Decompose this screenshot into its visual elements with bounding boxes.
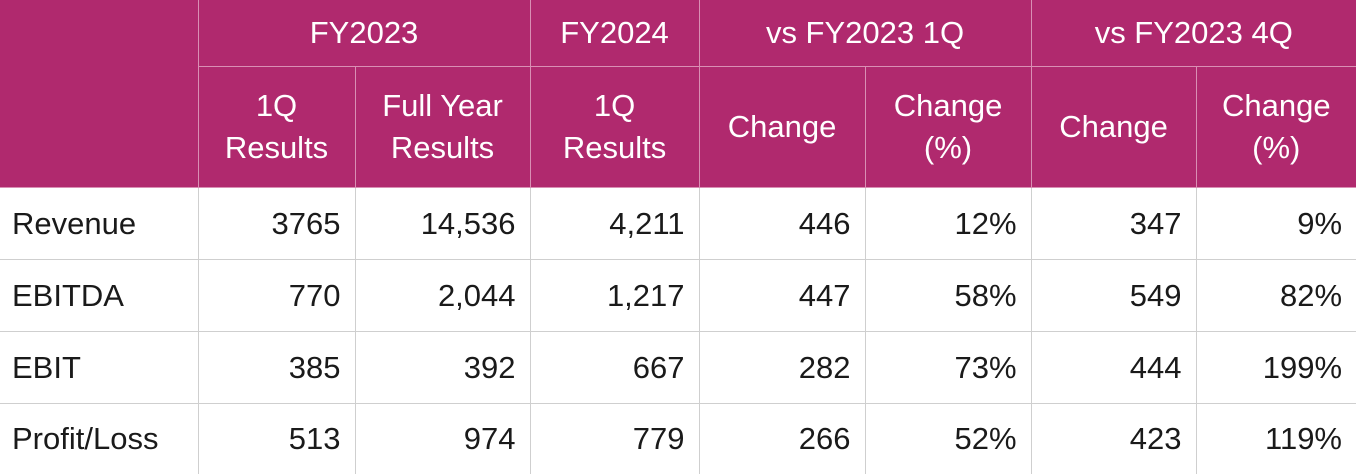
header-group-vs-fy2023-1q: vs FY2023 1Q: [698, 0, 1032, 67]
row-label: EBITDA: [0, 259, 199, 332]
table-cell: 82%: [1195, 259, 1356, 332]
header-line: Change: [1221, 88, 1331, 123]
row-label: Revenue: [0, 187, 199, 260]
header-line: 1Q: [593, 88, 636, 123]
table-row: EBITDA 770 2,044 1,217 447 58% 549 82%: [0, 259, 1356, 332]
table-cell: 385: [197, 331, 356, 404]
table-cell: 14,536: [354, 187, 531, 260]
table-body: Revenue 3765 14,536 4,211 446 12% 347 9%…: [0, 187, 1356, 474]
table-cell: 1,217: [529, 259, 700, 332]
header-fy2023-full-year-results: Full Year Results: [354, 66, 531, 188]
header-group-fy2024: FY2024: [529, 0, 700, 67]
table-cell: 73%: [864, 331, 1032, 404]
table-cell: 3765: [197, 187, 356, 260]
table-cell: 446: [698, 187, 866, 260]
table-cell: 347: [1030, 187, 1197, 260]
header-vs1q-change-pct: Change (%): [864, 66, 1032, 188]
table-cell: 266: [698, 403, 866, 474]
table-header: FY2023 FY2024 vs FY2023 1Q vs FY2023 4Q …: [0, 0, 1356, 188]
table-cell: 974: [354, 403, 531, 474]
table-cell: 447: [698, 259, 866, 332]
table-cell: 779: [529, 403, 700, 474]
table-cell: 12%: [864, 187, 1032, 260]
header-vs4q-change: Change: [1030, 66, 1197, 188]
table-cell: 444: [1030, 331, 1197, 404]
header-group-vs-fy2023-4q: vs FY2023 4Q: [1030, 0, 1356, 67]
table-cell: 667: [529, 331, 700, 404]
header-subcolumn-row: 1Q Results Full Year Results 1Q Results …: [0, 66, 1356, 188]
header-line: Results: [390, 130, 495, 165]
table-cell: 549: [1030, 259, 1197, 332]
header-vs1q-change: Change: [698, 66, 866, 188]
table-cell: 4,211: [529, 187, 700, 260]
table-cell: 392: [354, 331, 531, 404]
header-line: (%): [1252, 130, 1301, 165]
table-row: Revenue 3765 14,536 4,211 446 12% 347 9%: [0, 187, 1356, 260]
header-line: (%): [923, 130, 973, 165]
header-line: Full Year: [382, 88, 503, 123]
row-label: EBIT: [0, 331, 199, 404]
header-line: Change: [1059, 109, 1168, 144]
header-line: Change: [727, 109, 837, 144]
header-line: Change: [893, 88, 1003, 123]
table-cell: 513: [197, 403, 356, 474]
row-label: Profit/Loss: [0, 403, 199, 474]
table-cell: 282: [698, 331, 866, 404]
table-cell: 119%: [1195, 403, 1356, 474]
header-fy2023-1q-results: 1Q Results: [197, 66, 356, 188]
header-fy2024-1q-results: 1Q Results: [529, 66, 700, 188]
header-line: Results: [562, 130, 667, 165]
table-cell: 423: [1030, 403, 1197, 474]
header-corner-cell: [0, 0, 199, 188]
table-row: Profit/Loss 513 974 779 266 52% 423 119%: [0, 403, 1356, 474]
table-cell: 199%: [1195, 331, 1356, 404]
table-cell: 9%: [1195, 187, 1356, 260]
table-cell: 52%: [864, 403, 1032, 474]
header-group-fy2023: FY2023: [197, 0, 531, 67]
table-cell: 770: [197, 259, 356, 332]
header-line: 1Q: [255, 88, 298, 123]
header-line: Results: [224, 130, 329, 165]
header-group-row: FY2023 FY2024 vs FY2023 1Q vs FY2023 4Q: [0, 0, 1356, 188]
table-cell: 58%: [864, 259, 1032, 332]
table-cell: 2,044: [354, 259, 531, 332]
header-vs4q-change-pct: Change (%): [1195, 66, 1356, 188]
table-row: EBIT 385 392 667 282 73% 444 199%: [0, 331, 1356, 404]
